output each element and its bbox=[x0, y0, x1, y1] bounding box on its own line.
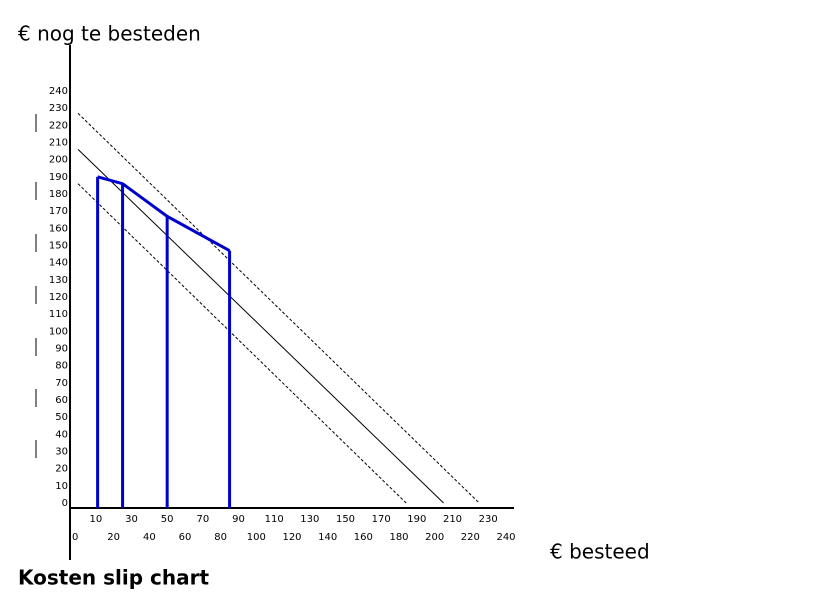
y-tick-label: 240 bbox=[49, 86, 68, 97]
x-tick-label: 140 bbox=[318, 532, 337, 543]
x-axis-label: € besteed bbox=[550, 540, 650, 564]
x-tick-label: 210 bbox=[443, 514, 462, 525]
x-tick-label: 240 bbox=[496, 532, 515, 543]
x-tick-label: 60 bbox=[179, 532, 192, 543]
y-tick-label: 160 bbox=[49, 223, 68, 234]
x-tick-label: 50 bbox=[161, 514, 174, 525]
x-tick-label: 220 bbox=[461, 532, 480, 543]
y-tick-label: 200 bbox=[49, 155, 68, 166]
x-tick-label: 120 bbox=[282, 532, 301, 543]
y-tick-label: 180 bbox=[49, 189, 68, 200]
y-tick-label: 80 bbox=[55, 361, 68, 372]
y-tick-label: 10 bbox=[55, 481, 68, 492]
series-line bbox=[77, 112, 480, 504]
x-tick-label: 180 bbox=[389, 532, 408, 543]
y-tick-label: 60 bbox=[55, 395, 68, 406]
y-tick-label: 0 bbox=[62, 498, 68, 509]
y-tick-label: 230 bbox=[49, 103, 68, 114]
x-tick-label: 10 bbox=[89, 514, 102, 525]
y-tick-label: 150 bbox=[49, 241, 68, 252]
series-line bbox=[97, 175, 231, 252]
y-tick-label: 190 bbox=[49, 172, 68, 183]
x-tick-label: 130 bbox=[300, 514, 319, 525]
x-tick-label: 200 bbox=[425, 532, 444, 543]
x-tick-label: 30 bbox=[125, 514, 138, 525]
y-tick-label: 70 bbox=[55, 378, 68, 389]
x-tick-label: 150 bbox=[336, 514, 355, 525]
y-tick-label: 170 bbox=[49, 206, 68, 217]
y-tick-label: 210 bbox=[49, 138, 68, 149]
x-tick-label: 20 bbox=[107, 532, 120, 543]
y-tick-label: 130 bbox=[49, 275, 68, 286]
x-tick-label: 100 bbox=[247, 532, 266, 543]
chart-title: Kosten slip chart bbox=[18, 566, 209, 590]
y-tick-label: 50 bbox=[55, 412, 68, 423]
y-tick-label: 30 bbox=[55, 447, 68, 458]
series-line bbox=[77, 183, 407, 504]
x-tick-label: 230 bbox=[479, 514, 498, 525]
x-tick-label: 70 bbox=[196, 514, 209, 525]
y-tick-label: 110 bbox=[49, 309, 68, 320]
y-tick-label: 140 bbox=[49, 258, 68, 269]
x-tick-label: 80 bbox=[214, 532, 227, 543]
y-tick-label: 220 bbox=[49, 120, 68, 131]
y-tick-label: 20 bbox=[55, 464, 68, 475]
x-tick-label: 90 bbox=[232, 514, 245, 525]
y-tick-label: 90 bbox=[55, 344, 68, 355]
series-line bbox=[77, 149, 444, 504]
y-tick-label: 100 bbox=[49, 326, 68, 337]
y-axis-label: € nog te besteden bbox=[18, 22, 201, 46]
x-tick-label: 0 bbox=[72, 532, 78, 543]
x-tick-label: 110 bbox=[265, 514, 284, 525]
y-tick-label: 40 bbox=[55, 429, 68, 440]
x-tick-label: 40 bbox=[143, 532, 156, 543]
y-tick-label: 120 bbox=[49, 292, 68, 303]
x-tick-label: 160 bbox=[354, 532, 373, 543]
x-tick-label: 170 bbox=[372, 514, 391, 525]
x-tick-label: 190 bbox=[407, 514, 426, 525]
